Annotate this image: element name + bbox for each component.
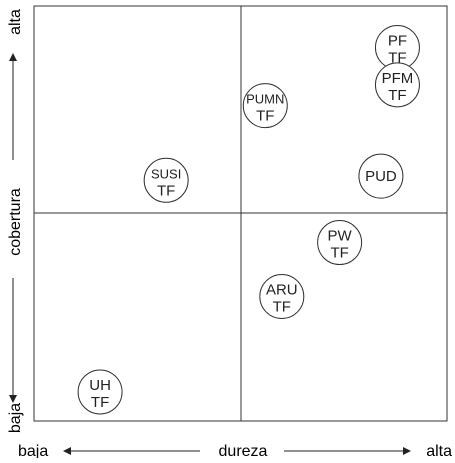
point-label-line2: TF <box>330 245 348 262</box>
point-label-line1: PFM <box>382 70 414 87</box>
point-label-line1: PUMN <box>246 92 284 107</box>
point-label-line1: UH <box>89 377 111 394</box>
point-label-line2: TF <box>91 394 109 411</box>
point-label-line1: ARU <box>266 282 298 299</box>
point-label-line2: TF <box>388 87 406 104</box>
point-circle <box>374 62 420 108</box>
point-label-line1: SUSI <box>151 166 181 181</box>
point-label-line2: TF <box>256 108 274 125</box>
y-axis-low-label: baja <box>7 403 24 433</box>
point-circle <box>77 369 123 415</box>
x-axis-low-label: baja <box>18 443 48 458</box>
point-label-line1: PUD <box>365 168 397 185</box>
point-circle <box>317 220 363 266</box>
point-label-line1: PF <box>388 33 407 50</box>
point-circle <box>358 153 404 199</box>
point-circle <box>143 157 189 203</box>
y-axis-title: cobertura <box>7 188 24 256</box>
point-label-line2: TF <box>273 299 291 316</box>
point-label-line2: TF <box>157 182 175 199</box>
point-pud: PUD <box>358 153 404 199</box>
x-axis-title: dureza <box>219 443 268 458</box>
y-axis-high-label: alta <box>7 9 24 35</box>
point-circle <box>242 83 288 129</box>
x-axis-high-label: alta <box>426 443 452 458</box>
point-label-line2: TF <box>388 50 406 67</box>
point-label-line1: PW <box>328 228 353 245</box>
point-circle <box>259 274 305 319</box>
